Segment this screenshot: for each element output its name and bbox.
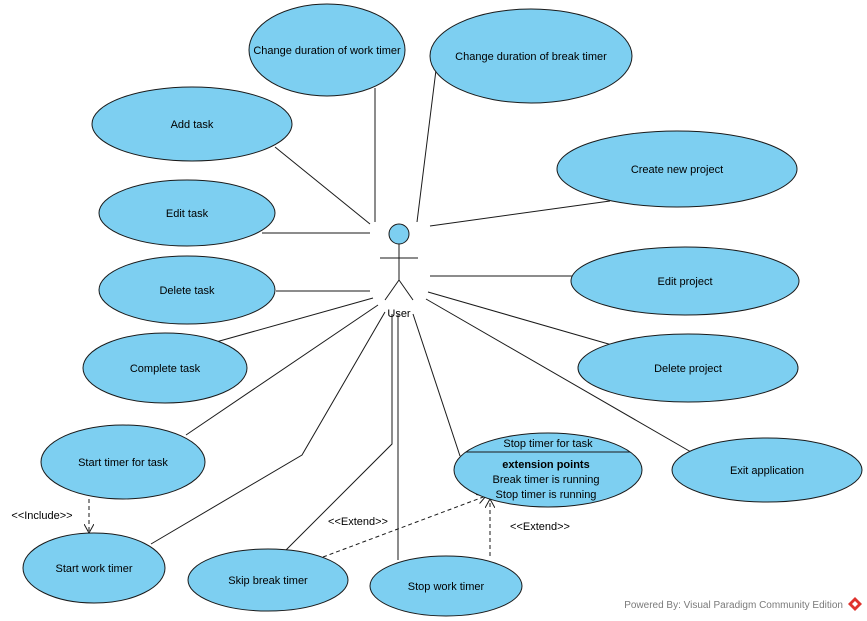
dependencies — [89, 496, 490, 558]
use-case-label: Stop timer for task — [503, 438, 593, 450]
assoc-exit-app — [425, 298, 692, 453]
extend-label-skip-break: <<Extend>> — [328, 516, 388, 528]
assoc-complete-task — [215, 297, 374, 343]
assoc-start-timer-task — [185, 304, 379, 436]
include-label: <<Include>> — [11, 510, 72, 522]
actor-user[interactable]: User — [380, 223, 418, 320]
use-case-complete-task[interactable]: Complete task — [82, 332, 248, 404]
use-case-add-task[interactable]: Add task — [91, 86, 293, 162]
use-case-label: Exit application — [730, 465, 804, 477]
use-case-label: Start work timer — [55, 563, 132, 575]
extend-arrow-skip-break — [322, 496, 486, 558]
use-case-label: Change duration of break timer — [455, 51, 607, 63]
use-case-change-break[interactable]: Change duration of break timer — [429, 8, 633, 104]
use-case-skip-break[interactable]: Skip break timer — [187, 548, 349, 612]
use-case-stop-work[interactable]: Stop work timer — [369, 555, 523, 617]
use-case-change-work[interactable]: Change duration of work timer — [248, 3, 406, 97]
use-case-edit-task[interactable]: Edit task — [98, 179, 276, 247]
use-case-label: Stop work timer — [408, 581, 485, 593]
use-case-start-timer-task[interactable]: Start timer for task — [40, 424, 206, 500]
assoc-create-project — [429, 200, 611, 227]
use-case-stop-task[interactable]: Stop timer for task extension points Bre… — [453, 432, 643, 508]
use-case-edit-project[interactable]: Edit project — [570, 246, 800, 316]
footer: Powered By: Visual Paradigm Community Ed… — [624, 597, 862, 611]
assoc-delete-project — [427, 291, 613, 346]
powered-by-text: Powered By: Visual Paradigm Community Ed… — [624, 600, 843, 611]
use-case-label: Create new project — [631, 164, 723, 176]
extension-point-item: Stop timer is running — [496, 489, 597, 501]
use-case-label: Start timer for task — [78, 457, 168, 469]
extension-points-title: extension points — [502, 459, 589, 471]
use-case-start-work[interactable]: Start work timer — [22, 532, 166, 604]
assoc-change-break — [416, 69, 437, 223]
associations — [150, 69, 692, 565]
use-case-label: Delete task — [159, 285, 215, 297]
use-case-label: Skip break timer — [228, 575, 308, 587]
use-case-label: Add task — [171, 119, 214, 131]
assoc-add-task — [274, 146, 371, 225]
use-case-delete-project[interactable]: Delete project — [577, 333, 799, 403]
use-case-label: Edit task — [166, 208, 209, 220]
use-case-label: Change duration of work timer — [253, 45, 401, 57]
use-case-label: Complete task — [130, 363, 201, 375]
actor-label: User — [387, 308, 411, 320]
use-case-exit-app[interactable]: Exit application — [671, 437, 863, 503]
use-case-label: Edit project — [657, 276, 712, 288]
assoc-stop-task — [412, 313, 461, 457]
use-case-label: Delete project — [654, 363, 722, 375]
use-case-delete-task[interactable]: Delete task — [98, 255, 276, 325]
assoc-start-work — [150, 311, 386, 545]
actor-head — [388, 223, 410, 245]
extension-point-item: Break timer is running — [493, 474, 600, 486]
use-case-create-project[interactable]: Create new project — [556, 130, 798, 208]
extend-label-stop-work: <<Extend>> — [510, 521, 570, 533]
assoc-skip-break — [271, 314, 393, 565]
